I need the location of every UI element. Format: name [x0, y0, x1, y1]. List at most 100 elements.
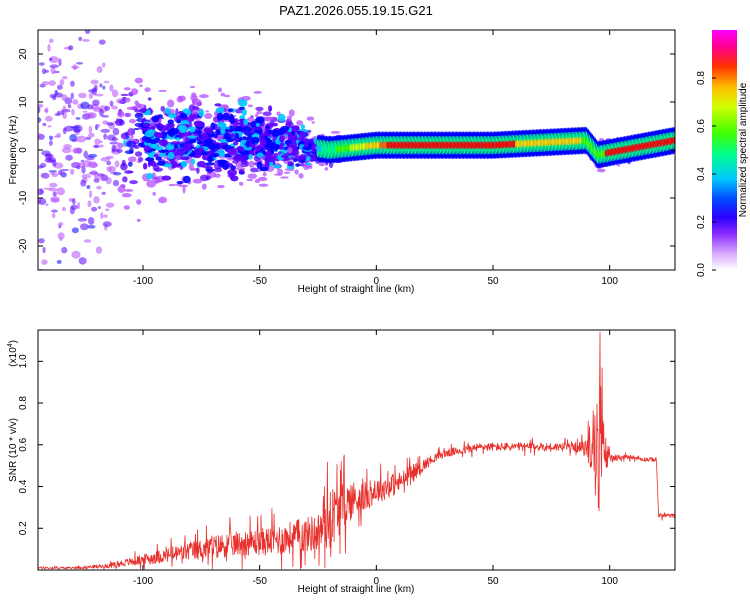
colorbar-ticks: 0.0 0.2 0.4 0.6 0.8	[696, 71, 716, 277]
spectrogram-noise-blob	[255, 113, 259, 118]
spectrogram-noise-blob	[76, 135, 87, 143]
spectrogram-noise-blob	[72, 197, 76, 205]
spectrogram-noise-blob	[103, 214, 108, 218]
snr-frame	[37, 329, 676, 571]
spectrogram-noise-blob	[95, 123, 101, 128]
spectrogram-noise-blob	[90, 79, 99, 85]
spectrogram-core-blob	[154, 137, 161, 142]
spectrogram-noise-blob	[204, 113, 213, 120]
spectrogram-noise-blob	[116, 98, 123, 104]
spectrogram-noise-blob	[106, 134, 116, 141]
spectrogram-noise-blob	[79, 223, 89, 231]
spectrogram-noise-blob	[70, 204, 78, 210]
spectrogram-core-blob	[230, 175, 239, 182]
spectrogram-noise-blob	[56, 259, 62, 264]
spectrogram-noise-blob	[122, 176, 128, 183]
spectrogram-core-blob	[176, 119, 182, 124]
spectrogram-noise-blob	[87, 224, 96, 229]
spectrogram-noise-blob	[99, 108, 104, 117]
spectrogram-noise-blob	[58, 170, 63, 176]
spectrogram-noise-blob	[76, 162, 85, 168]
spectrogram-noise-blob	[72, 295, 76, 301]
spectrogram-noise-blob	[86, 185, 91, 189]
spectrogram-noise-blob	[94, 138, 101, 145]
spectrogram-core-blob	[198, 109, 205, 117]
spectrogram-noise-blob	[167, 99, 175, 108]
spectrogram-noise-blob	[99, 144, 104, 148]
spectrogram-noise-blob	[88, 125, 93, 134]
spectrogram-noise-blob	[114, 119, 125, 127]
spectrogram-noise-blob	[223, 94, 231, 98]
spectrogram-core-blob	[155, 145, 164, 151]
spectrogram-core-blob	[256, 152, 264, 158]
spectrogram-noise-blob	[85, 136, 92, 140]
spectrogram-noise-blob	[87, 104, 94, 110]
snr-x-tick-label: 50	[487, 576, 499, 587]
spectrogram-noise-blob	[135, 102, 141, 109]
spectrogram-noise-blob	[70, 125, 80, 129]
spectrogram-core-blob	[259, 132, 265, 140]
spectrogram-core-blob	[291, 125, 300, 133]
svg-text:(x104): (x104)	[7, 340, 19, 367]
spectrogram-core-blob	[218, 138, 229, 143]
snr-x-tick-label: -50	[252, 576, 267, 587]
spectrogram-noise-blob	[192, 178, 203, 184]
spectrogram-noise-blob	[247, 173, 258, 179]
spectrogram-noise-blob	[56, 84, 63, 90]
spectrogram-x-tick-label: 0	[374, 276, 380, 287]
spectrogram-noise-blob	[100, 128, 111, 133]
spectrogram-core-blob	[239, 115, 246, 120]
spectrogram-core-blob	[196, 141, 204, 145]
spectrogram-core-blob	[241, 136, 247, 141]
spectrogram-noise-blob	[90, 162, 98, 168]
spectrogram-core-blob	[154, 132, 164, 139]
snr-multiplier: (x104)	[7, 340, 19, 367]
spectrogram-core-blob	[215, 129, 221, 133]
spectrogram-noise-blob	[50, 66, 56, 75]
spectrogram-core-blob	[215, 107, 225, 114]
spectrogram-noise-blob	[250, 167, 259, 173]
spectrogram-noise-blob	[54, 23, 62, 28]
spectrogram-noise-blob	[247, 104, 253, 108]
spectrogram-core-blob	[227, 147, 237, 155]
spectrogram-noise-blob	[146, 179, 156, 188]
spectrogram-noise-blob	[254, 178, 261, 184]
spectrogram-noise-blob	[288, 109, 295, 117]
spectrogram-noise-blob	[38, 62, 45, 66]
colorbar-tick-label: 0.4	[696, 167, 707, 181]
spectrogram-core-blob	[230, 165, 237, 171]
spectrogram-core-blob	[164, 107, 171, 115]
spectrogram-core-blob	[179, 125, 188, 134]
spectrogram-noise-blob	[108, 165, 116, 173]
spectrogram-noise-blob	[246, 178, 253, 182]
spectrogram-noise-blob	[121, 193, 132, 198]
spectrogram-noise-blob	[248, 160, 255, 168]
spectrogram-core-blob	[184, 146, 192, 152]
spectrogram-core-blob	[240, 139, 248, 144]
spectrogram-core-blob	[143, 162, 148, 170]
spectrogram-noise-blob	[102, 85, 106, 90]
spectrogram-noise-blob	[178, 184, 189, 188]
spectrogram-core-blob	[179, 112, 188, 119]
spectrogram-core-blob	[190, 158, 196, 165]
spectrogram-noise-blob	[59, 169, 70, 172]
spectrogram-noise-blob	[68, 45, 74, 51]
spectrogram-noise-blob	[38, 188, 45, 196]
spectrogram-noise-blob	[71, 65, 80, 69]
spectrogram-noise-blob	[128, 127, 133, 136]
spectrogram-core-blob	[168, 112, 177, 119]
spectrogram-noise-blob	[117, 110, 125, 118]
spectrogram-core-blob	[158, 139, 168, 147]
spectrogram-noise-blob	[220, 92, 226, 97]
spectrogram-core-blob	[255, 122, 260, 128]
spectrogram-noise-blob	[95, 246, 103, 254]
spectrogram-noise-blob	[106, 8, 111, 14]
spectrogram-noise-blob	[54, 112, 61, 117]
spectrogram-core-blob	[147, 129, 157, 133]
snr-multiplier-exp: 4	[7, 343, 14, 347]
spectrogram-core-blob	[264, 143, 272, 149]
spectrogram-noise-blob	[94, 93, 104, 97]
spectrogram-noise-blob	[57, 222, 64, 226]
spectrogram-noise-blob	[102, 173, 106, 181]
spectrogram-noise-blob	[175, 108, 179, 116]
